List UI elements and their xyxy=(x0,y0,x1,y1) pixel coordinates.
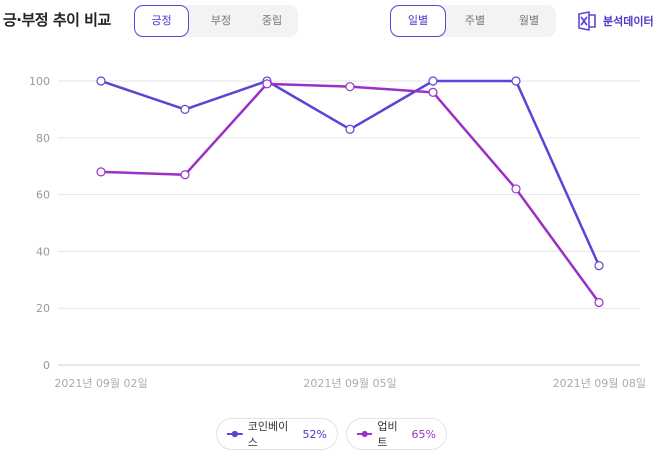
y-tick-label: 60 xyxy=(36,189,50,202)
legend-series-percent: 52% xyxy=(302,427,327,441)
x-tick-label: 2021년 09월 02일 xyxy=(54,376,147,390)
series-points xyxy=(96,76,604,308)
legend-marker-icon xyxy=(227,430,243,438)
y-tick-label: 20 xyxy=(36,302,50,315)
excel-icon xyxy=(578,11,596,31)
legend-series-name: 코인베이스 xyxy=(247,420,289,449)
series-lines xyxy=(100,79,601,304)
chart-title: 긍·부정 추이 비교 xyxy=(3,11,111,29)
x-tick-label: 2021년 09월 08일 xyxy=(553,376,646,390)
data-point xyxy=(180,170,190,180)
legend-item-upbit[interactable]: 업비트 65% xyxy=(346,418,447,450)
data-point xyxy=(96,76,106,86)
analysis-data-label: 분석데이터 xyxy=(603,15,654,28)
y-tick-label: 100 xyxy=(29,75,50,88)
sentiment-segmented-control: 긍정 부정 중립 xyxy=(134,5,298,37)
data-point xyxy=(345,124,355,134)
data-point xyxy=(96,167,106,177)
legend-series-name: 업비트 xyxy=(377,420,398,449)
tab-negative[interactable]: 부정 xyxy=(210,14,232,27)
data-point xyxy=(594,261,604,271)
y-tick-label: 40 xyxy=(36,245,50,258)
analysis-data-button[interactable]: 분석데이터 xyxy=(576,9,654,33)
data-point xyxy=(428,76,438,86)
data-point xyxy=(594,297,604,308)
legend-marker-icon xyxy=(357,430,373,438)
x-tick-label: 2021년 09월 05일 xyxy=(303,376,396,390)
legend-series-percent: 65% xyxy=(411,427,436,441)
legend-item-coinbase[interactable]: 코인베이스 52% xyxy=(216,418,338,450)
y-axis-ticks: 0 20 40 60 80 100 xyxy=(29,75,50,372)
data-point xyxy=(428,87,438,97)
y-tick-label: 80 xyxy=(36,132,50,145)
tab-daily[interactable]: 일별 xyxy=(390,5,446,37)
data-point xyxy=(345,82,355,92)
period-segmented-control: 일별 주별 월별 xyxy=(390,5,556,37)
data-point xyxy=(180,104,190,115)
x-axis-ticks: 2021년 09월 02일 2021년 09월 05일 2021년 09월 08일 xyxy=(54,376,646,390)
tab-positive[interactable]: 긍정 xyxy=(134,5,189,37)
data-point xyxy=(262,79,272,89)
chart-header: 긍·부정 추이 비교 긍정 부정 중립 일별 주별 월별 분석데이터 xyxy=(0,0,666,44)
data-point xyxy=(511,184,521,194)
tab-weekly[interactable]: 주별 xyxy=(464,14,486,27)
grid-lines xyxy=(58,80,640,366)
series-line-upbit xyxy=(100,82,601,304)
tab-neutral[interactable]: 중립 xyxy=(261,14,283,27)
tab-monthly[interactable]: 월별 xyxy=(518,14,540,27)
data-point xyxy=(511,76,521,86)
y-tick-label: 0 xyxy=(43,359,50,372)
